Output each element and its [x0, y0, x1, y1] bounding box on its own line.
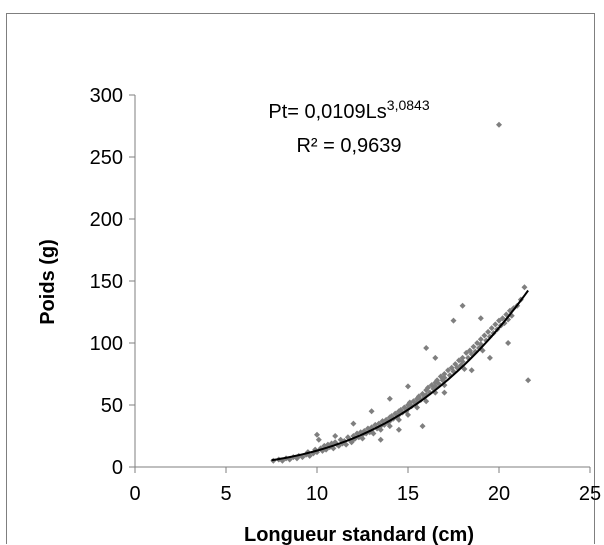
trend-equation-exponent: 3,0843: [387, 97, 430, 113]
data-point: [395, 426, 402, 433]
data-point: [370, 430, 377, 437]
trend-equation-prefix: Pt= 0,0109Ls: [268, 101, 386, 123]
x-tick-label: 10: [306, 483, 328, 505]
x-tick-label: 0: [129, 483, 140, 505]
trend-line: [271, 289, 529, 462]
data-point: [350, 420, 357, 427]
data-point: [441, 389, 448, 396]
data-point: [423, 344, 430, 351]
x-tick-label: 25: [579, 483, 601, 505]
data-point: [441, 371, 448, 377]
data-point: [432, 354, 439, 361]
data-point: [492, 321, 499, 328]
data-point: [445, 367, 452, 374]
data-point: [414, 404, 421, 411]
data-point: [419, 423, 426, 430]
data-point: [459, 358, 466, 365]
data-point: [332, 433, 339, 439]
data-point: [441, 374, 448, 381]
x-tick-label: 20: [488, 483, 510, 505]
y-tick-label: 200: [90, 209, 123, 231]
data-point: [423, 398, 430, 405]
data-point: [485, 328, 492, 335]
data-point: [315, 436, 322, 443]
data-point: [377, 436, 384, 443]
y-tick-label: 0: [112, 457, 123, 479]
r-squared-label: R² = 0,9639: [296, 135, 401, 157]
data-point: [405, 383, 411, 390]
data-point: [386, 423, 393, 430]
data-point: [525, 377, 532, 384]
data-point: [461, 366, 468, 373]
trend-equation: Pt= 0,0109Ls3,0843: [268, 97, 429, 123]
data-point: [425, 384, 432, 391]
data-point: [481, 332, 488, 339]
data-point: [450, 317, 457, 324]
chart-frame: [6, 13, 595, 544]
data-point: [395, 416, 402, 423]
x-tick-label: 15: [397, 483, 419, 505]
data-point: [468, 367, 475, 374]
data-point: [405, 411, 411, 418]
data-point: [477, 315, 484, 322]
data-point: [463, 349, 470, 356]
x-tick-label: 5: [220, 483, 231, 505]
plot-area: [270, 121, 532, 464]
y-tick-label: 250: [90, 147, 123, 169]
y-tick-label: 300: [90, 85, 123, 107]
data-point: [496, 121, 502, 128]
data-point: [386, 395, 393, 402]
data-point: [505, 340, 512, 346]
data-point: [314, 431, 320, 438]
data-point: [486, 354, 493, 361]
data-point: [377, 426, 384, 433]
x-axis-title: Longueur standard (cm): [244, 524, 474, 545]
data-point: [470, 343, 477, 350]
data-point: [306, 452, 313, 459]
data-point: [521, 284, 528, 291]
axes: 0 50 100 150 200 250 300 0 5 10 15 20 25: [90, 85, 602, 505]
data-point: [343, 441, 350, 448]
data-point: [488, 325, 495, 332]
y-tick-label: 50: [101, 395, 123, 417]
data-point: [368, 408, 375, 415]
y-tick-label: 150: [90, 271, 123, 293]
data-point: [499, 315, 506, 322]
data-point: [477, 336, 484, 343]
data-point: [496, 317, 502, 324]
data-point: [459, 354, 466, 361]
y-axis-title: Poids (g): [37, 239, 59, 325]
data-point: [359, 435, 366, 442]
data-point: [459, 302, 466, 309]
y-tick-label: 100: [90, 333, 123, 355]
